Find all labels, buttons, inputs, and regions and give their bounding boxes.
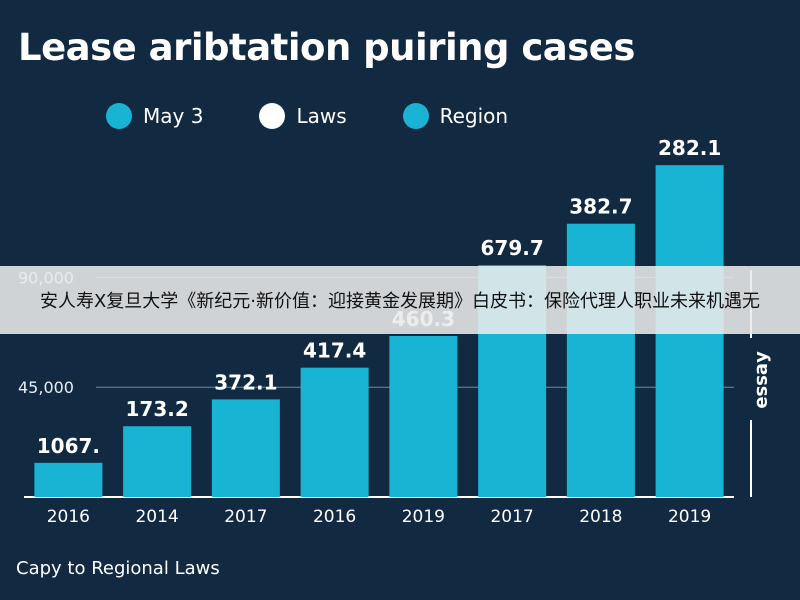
data-label: 417.4 — [303, 339, 366, 363]
overlay-banner-text: 安人寿X复旦大学《新纪元·新价值：迎接黄金发展期》白皮书：保险代理人职业未来机遇… — [39, 291, 761, 312]
legend-swatch-region — [402, 103, 429, 129]
legend-item-region: Region — [402, 103, 509, 129]
legend-item-laws: Laws — [259, 103, 347, 129]
x-tick-label: 2014 — [135, 507, 178, 527]
y-axis-label: ʎɐssǝ — [752, 351, 773, 409]
y-tick-label: 45,000 — [18, 378, 74, 397]
legend-label-laws: Laws — [296, 104, 347, 128]
legend-item-may3: May 3 — [106, 103, 203, 129]
bar — [566, 223, 635, 497]
data-label: 679.7 — [480, 236, 543, 260]
x-tick-label: 2016 — [47, 507, 90, 527]
legend-label-region: Region — [439, 104, 509, 128]
data-label: 372.1 — [214, 370, 277, 394]
data-label: 282.1 — [658, 136, 721, 160]
legend-swatch-laws — [259, 103, 286, 129]
chart-title: Lease aribtation puiring cases — [18, 26, 635, 69]
bar — [123, 426, 192, 497]
overlay-banner: 安人寿X复旦大学《新纪元·新价值：迎接黄金发展期》白皮书：保险代理人职业未来机遇… — [0, 266, 800, 334]
x-tick-label: 2017 — [224, 507, 267, 527]
bar — [300, 367, 369, 497]
data-label: 1067. — [37, 434, 100, 458]
legend-label-may3: May 3 — [143, 104, 204, 128]
legend: May 3 Laws Region — [106, 103, 508, 129]
x-tick-label: 2018 — [579, 507, 622, 527]
bar — [34, 462, 103, 497]
x-tick-label: 2019 — [402, 507, 445, 527]
data-label: 382.7 — [569, 195, 632, 219]
bar — [389, 335, 458, 497]
chart-footnote: Capy to Regional Laws — [16, 558, 220, 579]
x-tick-label: 2016 — [313, 507, 356, 527]
legend-swatch-may3 — [106, 103, 132, 129]
bar — [211, 399, 280, 497]
data-label: 173.2 — [125, 397, 188, 421]
x-tick-label: 2017 — [490, 507, 533, 527]
x-tick-label: 2019 — [668, 507, 711, 527]
